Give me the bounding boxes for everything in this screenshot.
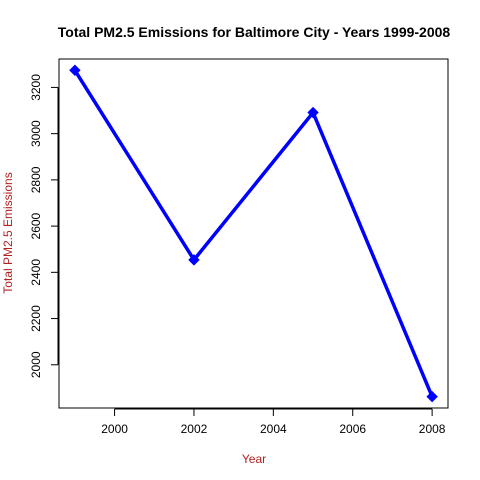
- plot-area-frame: [58, 58, 449, 409]
- y-tick-label: 2200: [29, 305, 43, 332]
- y-tick-label: 3200: [29, 74, 43, 101]
- x-axis-label: Year: [242, 452, 266, 466]
- x-tick-label: 2000: [101, 422, 128, 436]
- y-axis: 2000 2200 2400 2600 2800 3000 3200: [29, 74, 59, 378]
- y-axis-label: Total PM2.5 Emissions: [1, 172, 15, 293]
- x-tick-label: 2002: [181, 422, 208, 436]
- series-line: [73, 68, 434, 399]
- data-point-marker: [426, 390, 438, 403]
- y-tick-label: 3000: [29, 120, 43, 147]
- y-tick-label: 2000: [29, 351, 43, 378]
- x-tick-label: 2004: [260, 422, 287, 436]
- data-point-marker: [69, 64, 81, 76]
- x-axis: 2000 2002 2004 2006 2008: [101, 408, 446, 436]
- data-point-marker: [188, 254, 200, 266]
- chart-title: Total PM2.5 Emissions for Baltimore City…: [58, 24, 451, 40]
- x-tick-label: 2006: [339, 422, 366, 436]
- y-tick-label: 2400: [29, 259, 43, 286]
- series-layer: [69, 64, 438, 403]
- y-tick-label: 2600: [29, 212, 43, 239]
- y-tick-label: 2800: [29, 166, 43, 193]
- x-tick-label: 2008: [419, 422, 446, 436]
- data-point-marker: [307, 106, 319, 119]
